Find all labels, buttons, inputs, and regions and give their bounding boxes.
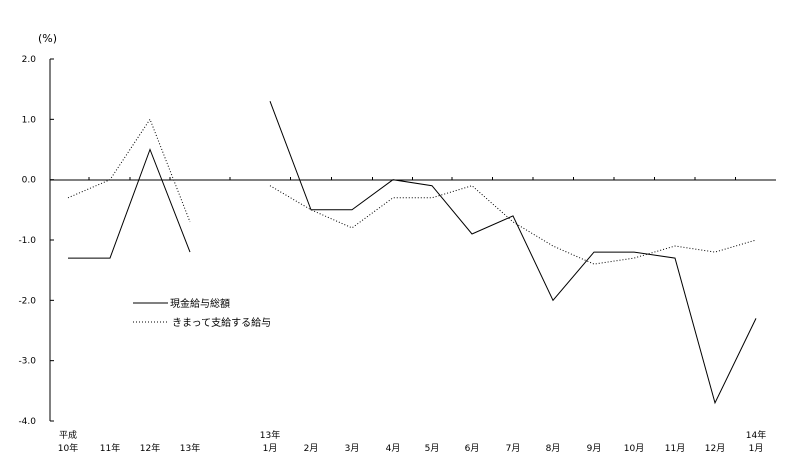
series-line-cash-earnings <box>68 150 190 259</box>
y-tick-label: 2.0 <box>22 55 37 65</box>
x-tick-label: 1月 <box>749 443 764 454</box>
y-tick-label: -4.0 <box>18 417 36 427</box>
x-tick-label: 12月 <box>705 443 725 454</box>
x-tick-label: 7月 <box>506 443 521 454</box>
series-line-cash-earnings <box>270 101 756 403</box>
x-tick-label: 5月 <box>425 443 440 454</box>
x-tick-label: 1月 <box>263 443 278 454</box>
x-tick-label: 11月 <box>665 443 685 454</box>
legend-label: きまって支給する給与 <box>172 316 271 329</box>
x-tick-label: 12年 <box>140 442 160 454</box>
y-axis-unit-label: (%) <box>38 32 57 45</box>
x-tick-label: 9月 <box>587 443 602 454</box>
x-tick-label: 8月 <box>546 443 561 454</box>
x-tick-label: 11年 <box>100 442 120 454</box>
x-tick-label: 4月 <box>386 443 401 454</box>
y-tick-label: -1.0 <box>18 236 36 246</box>
y-tick-label: -3.0 <box>18 357 36 367</box>
legend: 現金給与総額 きまって支給する給与 <box>133 297 271 329</box>
x-tick-label: 2月 <box>304 443 319 454</box>
x-tick-label-top: 平成 <box>59 429 77 441</box>
x-tick-label: 3月 <box>345 443 360 454</box>
legend-label: 現金給与総額 <box>170 297 230 310</box>
y-tick-label: 0.0 <box>22 176 37 186</box>
x-tick-label: 13年 <box>180 442 200 454</box>
x-tick-label-top: 14年 <box>746 429 766 441</box>
y-tick-label: -2.0 <box>18 296 36 306</box>
x-tick-label: 10月 <box>624 443 644 454</box>
x-tick-label: 10年 <box>58 442 78 454</box>
y-tick-label: 1.0 <box>22 115 37 125</box>
series-line-scheduled-earnings <box>270 186 756 264</box>
x-tick-label-top: 13年 <box>260 429 280 441</box>
x-tick-label: 6月 <box>465 443 480 454</box>
